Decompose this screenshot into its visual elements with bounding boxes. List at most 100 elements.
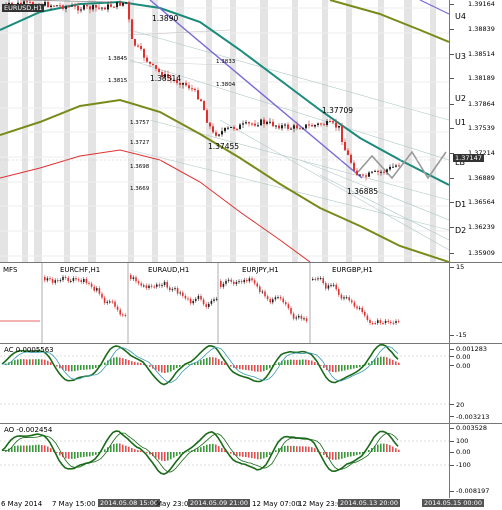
- osc-histogram-bar: [131, 361, 133, 365]
- main-price-axis[interactable]: 1.39164 1.38839 1.38514 1.38189 1.37864 1.375…: [449, 0, 502, 262]
- candle-body: [284, 124, 286, 126]
- ma-olive-upper-line: [329, 0, 449, 43]
- osc-histogram-bar: [245, 452, 247, 458]
- ao-axis-label: 0.00: [456, 448, 471, 456]
- candle-body: [248, 122, 250, 124]
- mini-candle-body: [148, 285, 150, 289]
- candle-body: [104, 7, 106, 10]
- mini-candle-body: [277, 297, 279, 299]
- candle-body: [332, 121, 334, 123]
- osc-histogram-bar: [329, 452, 331, 459]
- mini-candle-body: [312, 278, 314, 280]
- pane-separator: [0, 343, 502, 344]
- mini-candle-body: [261, 291, 264, 293]
- candle-body: [191, 88, 193, 90]
- price-annotation: 1.3727: [130, 140, 150, 146]
- price-annotation: 1.38314: [150, 74, 182, 83]
- ao-axis-label: 100: [456, 437, 469, 445]
- mini-candle-body: [197, 295, 200, 299]
- mini-candle-body: [290, 308, 292, 314]
- candle-body: [122, 2, 124, 6]
- osc-histogram-bar: [218, 446, 220, 452]
- candle-body: [119, 1, 121, 6]
- candle-body: [293, 125, 295, 129]
- fan-line: [129, 59, 449, 161]
- main-chart-pane[interactable]: EURUSD,H1 1.3890 1.3845 1.3833 1.38314 1.381…: [0, 0, 449, 262]
- candle-body: [368, 172, 370, 177]
- osc-histogram-bar: [347, 452, 349, 457]
- mini-candle-body: [83, 278, 85, 282]
- candle-body: [290, 128, 292, 130]
- mini-axis[interactable]: 15 -15: [449, 263, 502, 343]
- candle-body: [338, 126, 340, 128]
- osc-histogram-bar: [77, 452, 79, 459]
- candle-body: [23, 1, 25, 5]
- osc-histogram-bar: [68, 365, 70, 372]
- mini-candle-body: [205, 304, 207, 307]
- osc-histogram-bar: [110, 445, 112, 452]
- mini-candle-body: [85, 278, 88, 283]
- osc-histogram-bar: [203, 358, 205, 365]
- osc-histogram-bar: [164, 365, 166, 374]
- time-axis[interactable]: 6 May 2014 7 May 15:00 2014.05.08 15:00 …: [0, 498, 502, 510]
- candle-body: [155, 65, 157, 69]
- osc-histogram-bar: [299, 359, 301, 365]
- candle-body: [227, 127, 229, 129]
- mini-candle-body: [238, 281, 240, 283]
- ao-axis[interactable]: 0.003528 100 0.00 -100 -0.008197: [449, 424, 502, 498]
- osc-histogram-bar: [104, 362, 106, 365]
- osc-histogram-bar: [65, 365, 67, 371]
- candle-body: [296, 125, 298, 129]
- osc-histogram-bar: [278, 362, 280, 365]
- ac-axis[interactable]: 0.001283 0.00 0.00 20 -0.003213: [449, 344, 502, 423]
- ao-indicator-pane[interactable]: AO -0.002454: [0, 424, 449, 498]
- candle-body: [137, 45, 139, 47]
- mini-candle-body: [171, 289, 174, 291]
- time-label: 12 May 07:00: [252, 500, 301, 508]
- mini-candle-body: [106, 301, 108, 303]
- candle-body: [167, 74, 169, 79]
- mini-candle-body: [67, 277, 69, 282]
- osc-histogram-bar: [236, 365, 238, 369]
- mini-candle-body: [330, 285, 332, 287]
- osc-histogram-bar: [68, 452, 70, 459]
- ac-indicator-pane[interactable]: AC 0.0005563: [0, 344, 449, 423]
- price-axis-label: 1.36239: [468, 223, 495, 231]
- mini-candle-body: [75, 278, 77, 280]
- osc-histogram-bar: [353, 365, 355, 369]
- osc-histogram-bar: [320, 365, 322, 366]
- osc-histogram-bar: [359, 452, 361, 455]
- level-label-lb: LB: [455, 158, 465, 167]
- session-band: [322, 0, 328, 262]
- osc-histogram-bar: [263, 365, 265, 372]
- mini-candle-body: [122, 314, 124, 316]
- osc-histogram-bar: [176, 365, 178, 369]
- mini-charts-pane[interactable]: MFS EURCHF,H1 EURAUD,H1 EURJPY,H1 EURGBP…: [0, 263, 449, 343]
- osc-histogram-bar: [284, 445, 286, 452]
- candle-body: [50, 5, 52, 8]
- ac-title: AC 0.0005563: [4, 346, 54, 354]
- candle-body: [74, 5, 76, 7]
- mini-candle-body: [179, 292, 181, 294]
- osc-histogram-bar: [344, 452, 346, 458]
- candle-body: [53, 5, 55, 7]
- price-axis-label: 1.36889: [468, 174, 495, 182]
- osc-histogram-bar: [344, 365, 346, 371]
- osc-histogram-bar: [155, 365, 157, 371]
- osc-histogram-bar: [209, 444, 211, 452]
- osc-histogram-bar: [212, 357, 214, 365]
- osc-histogram-bar: [239, 365, 241, 370]
- candle-body: [65, 6, 67, 9]
- time-label-highlight: 2014.05.15 00:00: [422, 499, 485, 507]
- osc-histogram-bar: [254, 452, 256, 459]
- candle-body: [380, 171, 382, 173]
- mini-candle-body: [314, 278, 317, 280]
- mini-candle-body: [319, 278, 322, 280]
- mini-candle-body: [166, 281, 168, 288]
- osc-histogram-bar: [158, 452, 160, 460]
- osc-signal-line: [2, 346, 399, 384]
- osc-histogram-bar: [224, 362, 226, 365]
- candle-body: [110, 4, 112, 7]
- candle-body: [347, 150, 349, 155]
- mini-candle-body: [88, 282, 90, 284]
